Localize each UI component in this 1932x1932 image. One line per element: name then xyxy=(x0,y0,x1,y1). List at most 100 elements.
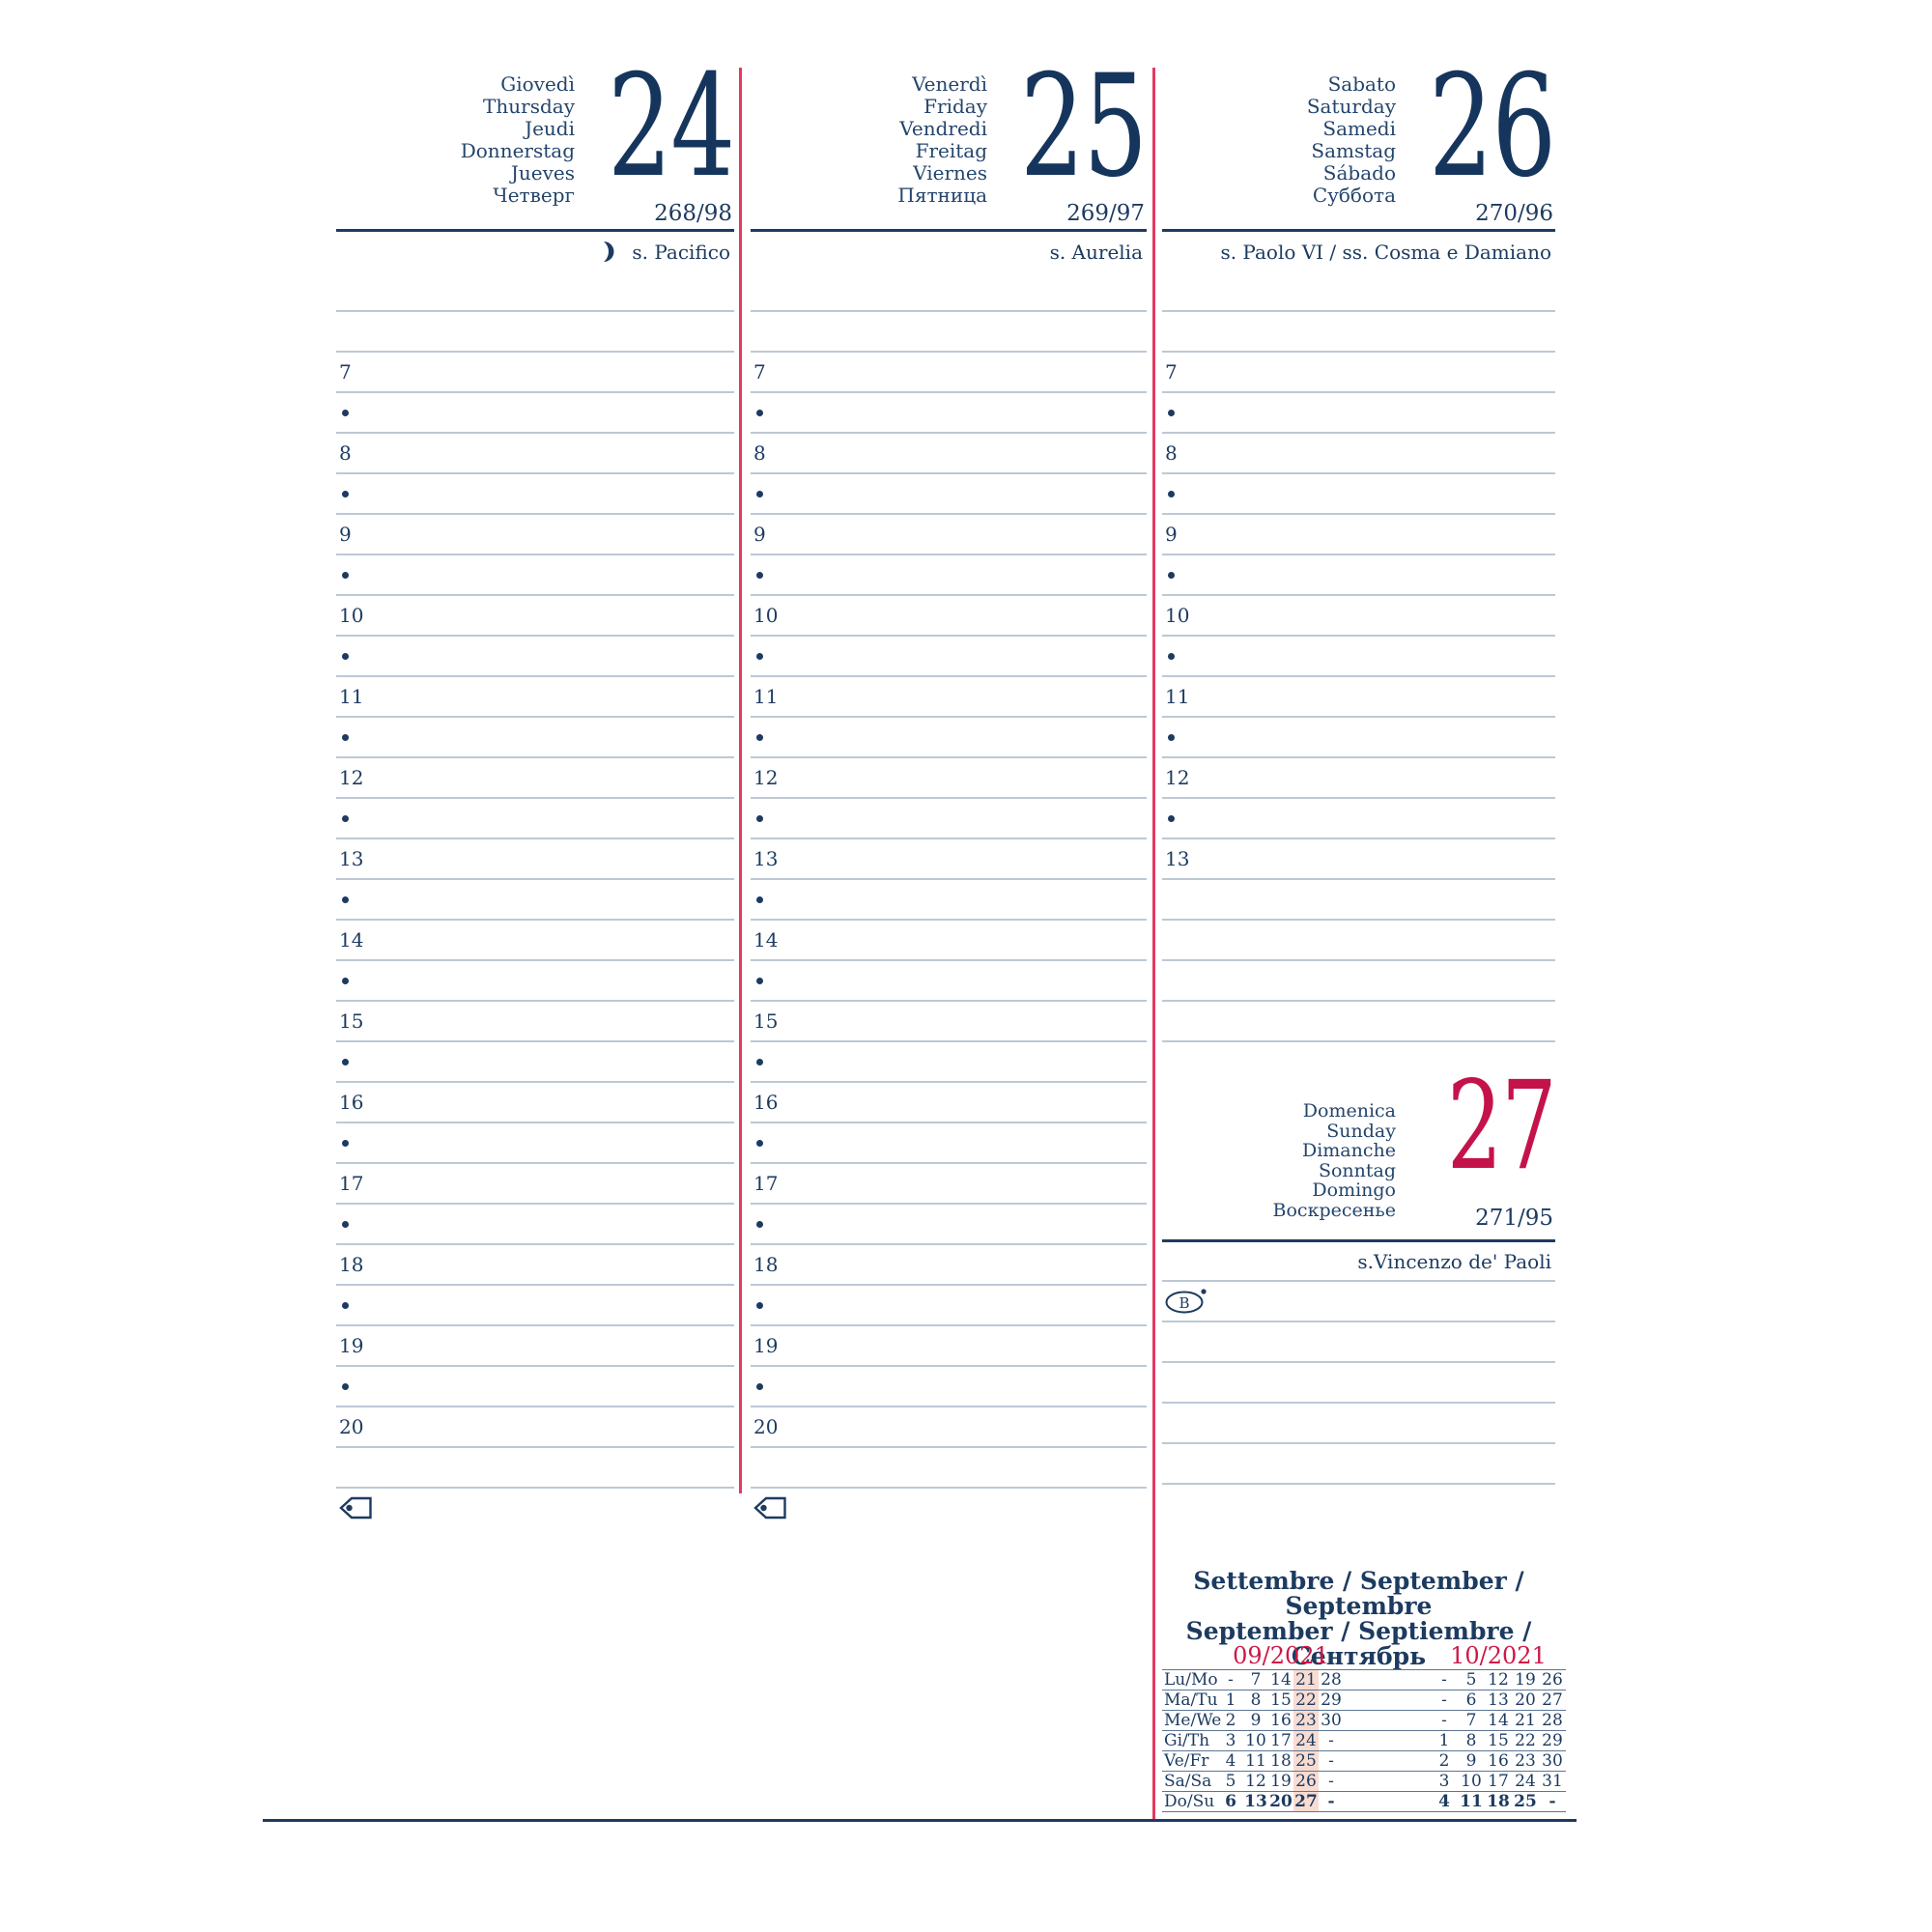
bullet-dot xyxy=(342,1139,349,1147)
day-name-line: Суббота xyxy=(1312,184,1396,207)
hour-label: 11 xyxy=(753,685,779,708)
hour-label: 10 xyxy=(1165,604,1190,627)
note-line xyxy=(1162,1444,1555,1485)
day-name-line: Donnerstag xyxy=(460,139,575,162)
hour-row xyxy=(336,718,734,758)
calendar-row-label: Ma/Tu xyxy=(1162,1690,1218,1711)
hour-row xyxy=(336,1286,734,1326)
hour-label: 11 xyxy=(1165,685,1190,708)
day-name-line: Thursday xyxy=(483,95,575,118)
calendar-gap-cell xyxy=(1344,1711,1431,1731)
calendar-cell-october: 30 xyxy=(1539,1751,1566,1772)
month-title: Settembre / September / Septembre Septem… xyxy=(1162,1569,1555,1669)
calendar-cell-october: 8 xyxy=(1458,1731,1485,1751)
calendar-cell-september: 1 xyxy=(1218,1690,1243,1711)
calendar-cell-september: - xyxy=(1319,1751,1344,1772)
day-names: Giovedì Thursday Jeudi Donnerstag Jueves Четв… xyxy=(461,73,575,207)
note-line xyxy=(1162,1322,1555,1363)
bullet-dot xyxy=(342,1058,349,1065)
calendar-cell-october: - xyxy=(1431,1711,1458,1731)
bullet-dot xyxy=(756,1220,763,1228)
calendar-cell-september: 8 xyxy=(1243,1690,1268,1711)
hour-row: 7 xyxy=(1162,353,1555,393)
calendar-cell-october: 22 xyxy=(1512,1731,1539,1751)
waning-moon-icon xyxy=(604,242,614,262)
bullet-dot xyxy=(756,1058,763,1065)
calendar-cell-september: 28 xyxy=(1319,1670,1344,1690)
day-number: 26 xyxy=(1429,44,1556,209)
calendar-gap-cell xyxy=(1344,1751,1431,1772)
hour-row xyxy=(1162,637,1555,677)
saint-name: s. Pacifico xyxy=(632,240,730,264)
bullet-dot xyxy=(1168,490,1175,497)
calendar-cell-september: 5 xyxy=(1218,1772,1243,1792)
day-name-line: Viernes xyxy=(913,161,987,185)
calendar-cell-september: - xyxy=(1319,1772,1344,1792)
bullet-dot xyxy=(756,1382,763,1390)
letter-b-ellipse-icon: B xyxy=(1165,1289,1207,1314)
hour-label: 16 xyxy=(753,1091,779,1114)
calendar-cell-september: 25 xyxy=(1293,1751,1319,1772)
hour-label: 13 xyxy=(1165,847,1190,870)
day-names: Venerdì Friday Vendredi Freitag Viernes Пятни… xyxy=(897,73,987,207)
calendar-gap-cell xyxy=(1344,1792,1431,1812)
hour-row xyxy=(336,474,734,515)
hour-row: 16 xyxy=(751,1083,1147,1123)
bullet-dot xyxy=(342,977,349,984)
hour-row: 11 xyxy=(336,677,734,718)
bullet-dot xyxy=(1168,733,1175,741)
hour-label: 10 xyxy=(339,604,364,627)
calendar-cell-october: 31 xyxy=(1539,1772,1566,1792)
day-name-line: Jueves xyxy=(510,161,575,185)
bullet-dot xyxy=(756,1301,763,1309)
hour-label: 18 xyxy=(339,1253,364,1276)
hour-row xyxy=(336,271,734,312)
day-name-line: Saturday xyxy=(1306,95,1396,118)
hour-row xyxy=(1162,921,1555,961)
page-bottom-rule xyxy=(263,1819,1577,1822)
hour-row: 8 xyxy=(1162,434,1555,474)
hour-row: 9 xyxy=(751,515,1147,555)
calendar-cell-september: 15 xyxy=(1268,1690,1293,1711)
bullet-dot xyxy=(756,977,763,984)
day-names: Domenica Sunday Dimanche Sonntag Domingo Воск… xyxy=(1273,1101,1396,1220)
calendar-cell-october: 11 xyxy=(1458,1792,1485,1812)
day-name-line: Sunday xyxy=(1326,1120,1396,1142)
bullet-dot xyxy=(1168,571,1175,579)
hour-label: 17 xyxy=(753,1172,779,1195)
hour-row: 9 xyxy=(1162,515,1555,555)
calendar-cell-october: - xyxy=(1431,1670,1458,1690)
bullet-dot xyxy=(342,571,349,579)
hour-row xyxy=(751,393,1147,434)
hour-row xyxy=(1162,799,1555,839)
calendar-gap-cell xyxy=(1344,1772,1431,1792)
hour-label: 8 xyxy=(339,441,352,465)
hour-row: 14 xyxy=(751,921,1147,961)
hour-label: 15 xyxy=(339,1009,364,1033)
hour-row: 12 xyxy=(751,758,1147,799)
day-name-line: Пятница xyxy=(897,184,987,207)
tag-icon xyxy=(339,1496,372,1520)
day-name-line: Воскресенье xyxy=(1272,1199,1396,1221)
calendar-cell-october: 25 xyxy=(1512,1792,1539,1812)
hour-row: 15 xyxy=(336,1002,734,1042)
calendar-cell-october: 6 xyxy=(1458,1690,1485,1711)
calendar-cell-september: 24 xyxy=(1293,1731,1319,1751)
hour-row: 12 xyxy=(336,758,734,799)
hour-row: 15 xyxy=(751,1002,1147,1042)
hour-row: 7 xyxy=(336,353,734,393)
hour-row xyxy=(1162,718,1555,758)
bullet-dot xyxy=(342,895,349,903)
bullet-dot xyxy=(342,1382,349,1390)
hour-label: 14 xyxy=(753,928,779,952)
calendar-cell-october: 10 xyxy=(1458,1772,1485,1792)
hour-label: 9 xyxy=(339,523,352,546)
calendar-row-label: Me/We xyxy=(1162,1711,1222,1731)
tag-icon xyxy=(753,1496,786,1520)
hour-row: 10 xyxy=(751,596,1147,637)
hour-row xyxy=(751,312,1147,353)
calendar-cell-september: 17 xyxy=(1268,1731,1293,1751)
hour-row xyxy=(751,1367,1147,1407)
day-name-line: Domingo xyxy=(1312,1179,1396,1201)
calendar-cell-october: 14 xyxy=(1485,1711,1512,1731)
